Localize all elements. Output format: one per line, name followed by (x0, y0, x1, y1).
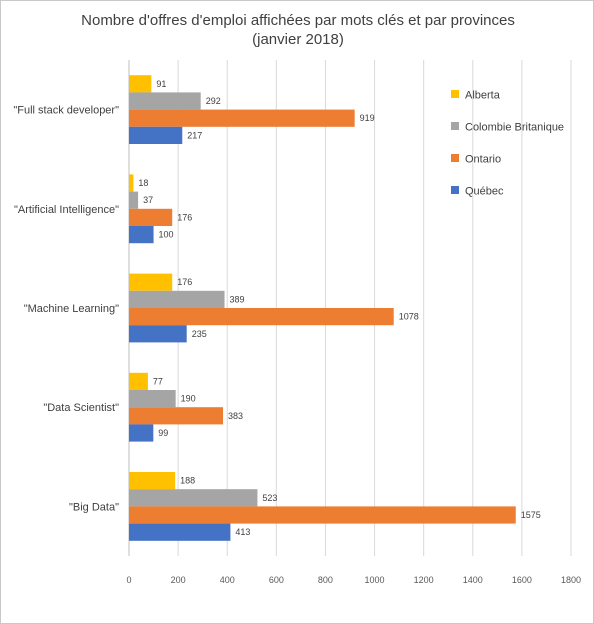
bar-ontario (129, 308, 394, 326)
bar-alberta (129, 372, 148, 390)
bar-alberta (129, 273, 173, 291)
category-label: "Data Scientist" (43, 402, 119, 414)
legend-swatch (451, 90, 459, 98)
bar-alberta (129, 472, 176, 490)
x-tick-label: 1200 (414, 575, 434, 585)
x-tick-label: 1000 (365, 575, 385, 585)
data-label: 235 (192, 329, 207, 339)
x-tick-label: 800 (318, 575, 333, 585)
legend-label: Québec (465, 186, 504, 198)
chart-title-line-1: Nombre d'offres d'emploi affichées par m… (81, 12, 515, 29)
data-label: 292 (206, 96, 221, 106)
category-label: "Big Data" (69, 501, 119, 513)
bar-colombie-britanique (129, 290, 225, 308)
data-label: 413 (235, 527, 250, 537)
data-label: 389 (230, 294, 245, 304)
legend-label: Alberta (465, 90, 501, 102)
x-tick-label: 600 (269, 575, 284, 585)
legend-label: Ontario (465, 154, 501, 166)
x-axis-tick-labels: 0 200 400 600 800 1000 1200 1400 1600 1800 (126, 575, 581, 585)
bar-québec (129, 126, 183, 144)
bar-alberta (129, 75, 152, 93)
bar-colombie-britanique (129, 191, 139, 209)
bar-colombie-britanique (129, 390, 176, 408)
bar-ontario (129, 506, 516, 524)
data-label: 100 (159, 230, 174, 240)
data-label: 188 (180, 476, 195, 486)
legend-swatch (451, 186, 459, 194)
data-label: 217 (187, 130, 202, 140)
data-label: 176 (177, 277, 192, 287)
bar-québec (129, 325, 187, 343)
bar-colombie-britanique (129, 489, 258, 507)
bar-ontario (129, 208, 173, 226)
bar-colombie-britanique (129, 92, 201, 110)
x-tick-label: 1800 (561, 575, 581, 585)
data-label: 919 (360, 113, 375, 123)
x-tick-label: 200 (171, 575, 186, 585)
category-label: "Machine Learning" (24, 303, 119, 315)
bars (129, 75, 516, 541)
data-labels: 9129291921718371761001763891078235771903… (138, 79, 540, 537)
data-label: 18 (138, 178, 148, 188)
legend: Alberta Colombie Britanique Ontario Québec (451, 90, 564, 198)
legend-label: Colombie Britanique (465, 122, 564, 134)
data-label: 99 (158, 428, 168, 438)
bar-québec (129, 226, 154, 244)
category-label: "Full stack developer" (13, 105, 119, 117)
x-tick-label: 400 (220, 575, 235, 585)
bar-québec (129, 424, 154, 442)
data-label: 190 (181, 394, 196, 404)
legend-swatch (451, 154, 459, 162)
category-labels: "Full stack developer" "Artificial Intell… (13, 105, 119, 514)
x-tick-label: 1600 (512, 575, 532, 585)
data-label: 383 (228, 411, 243, 421)
data-label: 77 (153, 376, 163, 386)
bar-québec (129, 523, 231, 541)
data-label: 1078 (399, 312, 419, 322)
bar-ontario (129, 109, 355, 127)
bar-alberta (129, 174, 134, 192)
legend-swatch (451, 122, 459, 130)
chart-title: Nombre d'offres d'emploi affichées par m… (1, 11, 594, 49)
data-label: 1575 (521, 510, 541, 520)
x-tick-label: 1400 (463, 575, 483, 585)
data-label: 37 (143, 195, 153, 205)
data-label: 176 (177, 212, 192, 222)
bar-ontario (129, 407, 224, 425)
category-label: "Artificial Intelligence" (14, 204, 119, 216)
data-label: 523 (262, 493, 277, 503)
chart-title-line-2: (janvier 2018) (252, 31, 344, 48)
x-tick-label: 0 (126, 575, 131, 585)
data-label: 91 (156, 79, 166, 89)
